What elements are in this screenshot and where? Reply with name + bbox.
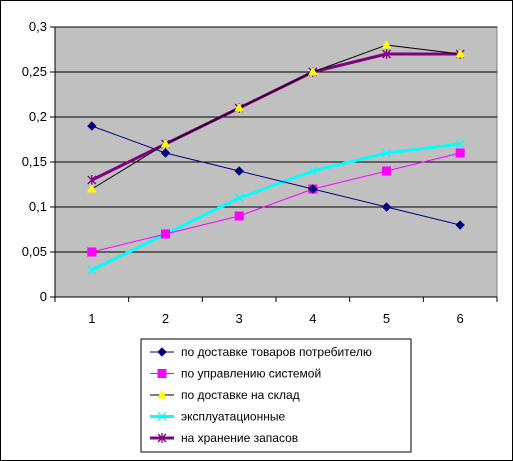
- series-4-point: [382, 148, 391, 158]
- legend-label: эксплуатационные: [181, 410, 285, 424]
- series-line-3: [91, 44, 461, 190]
- series-1-point: [308, 184, 318, 194]
- x-tick-label: 2: [162, 311, 169, 326]
- series-4-point: [87, 265, 97, 275]
- series-line-2: [91, 152, 461, 253]
- series-1-point: [455, 220, 465, 230]
- series-5-point: [382, 49, 391, 59]
- series-1-point: [87, 121, 97, 131]
- x-tick-label: 1: [88, 311, 95, 326]
- series-2-point: [455, 148, 465, 158]
- y-tick-label: 0,15: [22, 154, 47, 169]
- legend-label: по управлению системой: [181, 367, 321, 381]
- y-tick-label: 0,1: [29, 199, 47, 214]
- series-3-point: [86, 183, 97, 193]
- legend-box: [140, 338, 412, 453]
- legend-swatch-marker: [157, 389, 167, 399]
- series-line-4: [91, 142, 461, 272]
- series-2-point: [161, 229, 170, 239]
- series-2-point: [382, 166, 391, 176]
- legend-label: по доставке товаров потребителю: [181, 345, 372, 359]
- series-3-point: [381, 39, 392, 49]
- series-3-point: [307, 66, 318, 76]
- legend-label: на хранение запасов: [181, 431, 298, 445]
- series-2-point: [87, 247, 97, 257]
- series-1-point: [234, 166, 244, 176]
- legend-swatch-marker: [157, 433, 167, 443]
- x-tick-label: 5: [383, 311, 390, 326]
- series-5-point: [87, 175, 97, 185]
- y-tick-label: 0,3: [29, 19, 47, 34]
- x-tick-label: 3: [236, 311, 243, 326]
- series-2-point: [234, 211, 244, 221]
- series-4-point: [308, 166, 318, 176]
- legend-label: по доставке на склад: [181, 388, 300, 402]
- y-tick-label: 0,25: [22, 64, 47, 79]
- y-tick-label: 0,05: [22, 244, 47, 259]
- y-tick-label: 0: [40, 289, 47, 304]
- series-1-point: [160, 148, 171, 158]
- legend-swatch-marker: [157, 369, 167, 378]
- x-tick-label: 6: [457, 311, 464, 326]
- series-4-point: [455, 139, 465, 149]
- series-3-point: [234, 102, 245, 112]
- series-3-point: [160, 138, 171, 148]
- series-3-point: [455, 48, 466, 58]
- legend-swatch-marker: [157, 347, 167, 357]
- y-tick-label: 0,2: [29, 109, 47, 124]
- legend-swatch-marker: [157, 412, 167, 421]
- series-1-point: [381, 202, 392, 212]
- series-4-point: [234, 193, 244, 203]
- x-tick-label: 4: [309, 311, 316, 326]
